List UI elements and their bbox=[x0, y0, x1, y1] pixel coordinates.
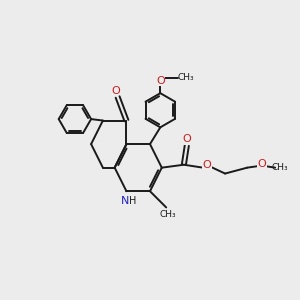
Text: O: O bbox=[183, 134, 191, 144]
Text: O: O bbox=[257, 159, 266, 169]
Text: CH₃: CH₃ bbox=[177, 74, 194, 82]
Text: H: H bbox=[129, 196, 137, 206]
Text: O: O bbox=[203, 160, 212, 170]
Text: O: O bbox=[156, 76, 165, 85]
Text: O: O bbox=[112, 85, 121, 95]
Text: CH₃: CH₃ bbox=[159, 210, 176, 219]
Text: CH₃: CH₃ bbox=[271, 163, 288, 172]
Text: N: N bbox=[121, 196, 129, 206]
